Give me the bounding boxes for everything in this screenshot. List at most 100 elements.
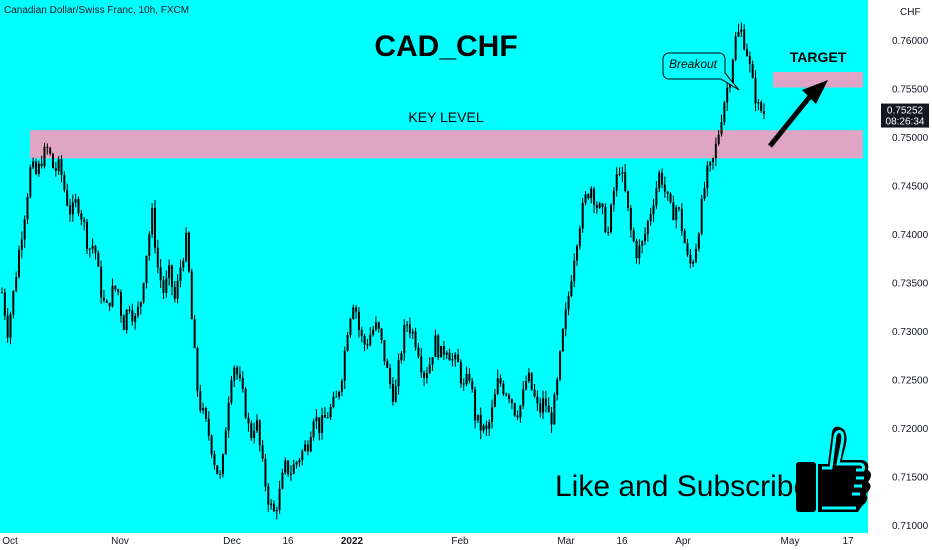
candle-body: [723, 102, 726, 123]
price-tag-background: [881, 103, 929, 128]
candle-body: [190, 271, 193, 320]
candle-body: [652, 205, 655, 215]
candle-body: [729, 83, 732, 88]
candle-body: [533, 389, 536, 397]
candle-body: [434, 335, 437, 358]
candle-body: [544, 398, 547, 406]
time-axis-tick: Apr: [675, 536, 691, 547]
candle-body: [230, 380, 233, 403]
candle-body: [179, 267, 182, 282]
candle-body: [17, 249, 20, 278]
candle-body: [119, 292, 122, 316]
candle-body: [9, 314, 12, 338]
cta-text: Like and Subscribe: [555, 470, 810, 503]
candle-body: [658, 172, 661, 189]
candle-body: [567, 296, 570, 310]
candle-body: [204, 408, 207, 419]
candle-body: [162, 280, 165, 293]
candle-body: [703, 188, 706, 199]
candle-body: [153, 207, 156, 248]
candle-body: [559, 351, 562, 380]
candle-body: [627, 190, 630, 209]
candle-body: [352, 307, 355, 319]
candle-body: [134, 315, 137, 322]
candle-body: [196, 347, 199, 392]
candle-body: [601, 203, 604, 207]
candle-body: [689, 254, 692, 264]
candle-body: [488, 422, 491, 429]
candle-body: [15, 277, 18, 291]
candle-body: [224, 430, 227, 455]
price-axis-tick: 0.74500: [892, 182, 929, 193]
candle-body: [675, 207, 678, 221]
candle-body: [292, 464, 295, 474]
candle-body: [525, 381, 528, 390]
candle-body: [406, 324, 409, 326]
price-axis-ticks: 0.76000 0.75500 0.75000 0.74500 0.74000 0.735…: [892, 36, 929, 532]
candle-body: [731, 59, 734, 84]
candle-body: [697, 233, 700, 249]
candle-body: [219, 473, 222, 475]
candle-body: [105, 300, 108, 303]
candle-body: [556, 379, 559, 395]
candle-body: [570, 281, 573, 297]
candle-body: [417, 347, 420, 357]
candle-body: [754, 77, 757, 104]
candle-body: [258, 420, 261, 446]
candle-body: [587, 194, 590, 199]
price-axis-tick: 0.73500: [892, 279, 929, 290]
candle-body: [748, 55, 751, 65]
candle-body: [485, 425, 488, 429]
candle-body: [374, 322, 377, 330]
key-level-zone: [30, 130, 863, 159]
candle-body: [193, 319, 196, 348]
candle-body: [148, 234, 151, 256]
candle-body: [43, 146, 46, 167]
price-axis-tick: 0.72500: [892, 376, 929, 387]
candle-body: [423, 372, 426, 378]
candle-body: [700, 198, 703, 234]
candle-body: [581, 202, 584, 229]
candle-body: [408, 324, 411, 334]
candle-body: [63, 175, 66, 191]
time-axis-tick: 2022: [341, 536, 364, 547]
candle-body: [363, 335, 366, 345]
breakout-callout: Breakout: [662, 52, 740, 91]
candle-body: [23, 219, 26, 240]
candle-body: [227, 402, 230, 431]
candle-body: [508, 395, 511, 400]
candle-body: [561, 329, 564, 352]
candle-body: [250, 423, 253, 439]
candle-body: [604, 206, 607, 233]
candle-body: [712, 158, 715, 162]
candle-body: [462, 383, 465, 385]
candle-body: [3, 292, 6, 316]
candle-body: [321, 414, 324, 434]
candle-body: [746, 49, 749, 56]
candle-body: [281, 472, 284, 489]
candle-body: [695, 248, 698, 262]
candle-body: [757, 102, 760, 104]
candle-body: [595, 204, 598, 208]
candle-body: [83, 219, 86, 223]
candle-body: [440, 345, 443, 358]
time-axis-tick: 17: [842, 536, 854, 547]
candle-body: [391, 383, 394, 402]
candle-body: [128, 309, 131, 311]
candle-body: [505, 393, 508, 396]
candle-body: [445, 352, 448, 355]
candle-body: [644, 234, 647, 242]
candle-body: [638, 245, 641, 259]
price-axis-tick: 0.74000: [892, 230, 929, 241]
price-axis-tick: 0.72000: [892, 424, 929, 435]
candle-body: [578, 228, 581, 247]
candle-body: [403, 325, 406, 354]
candle-body: [425, 373, 428, 378]
candle-body: [108, 302, 111, 307]
plot-background: [0, 0, 868, 533]
candle-body: [68, 205, 71, 215]
candle-body: [717, 134, 720, 144]
candle-body: [244, 388, 247, 418]
candle-body: [85, 222, 88, 250]
